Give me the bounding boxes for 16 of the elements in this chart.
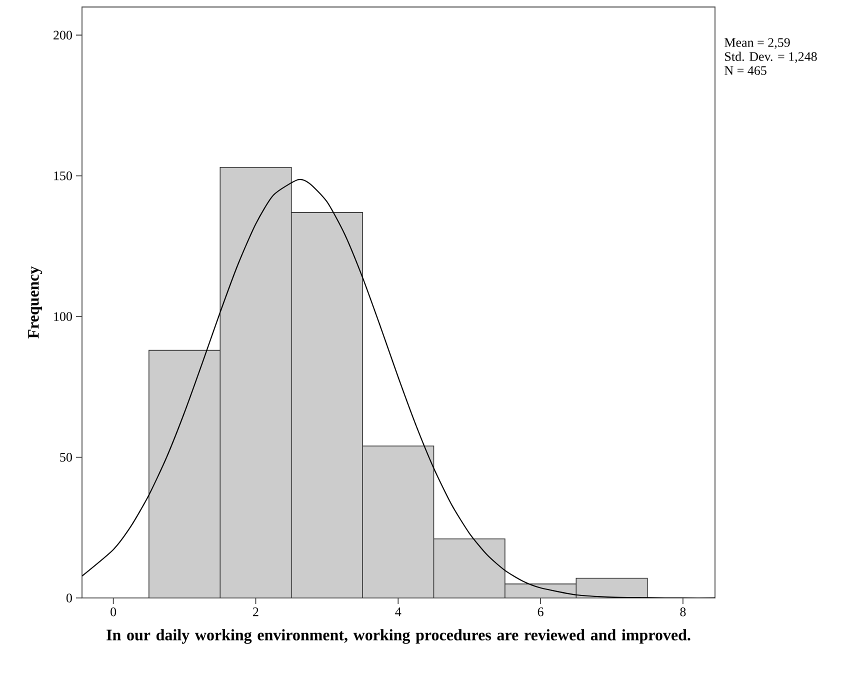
x-tick-label: 8 [680,608,686,616]
x-tick-label: 6 [538,608,544,616]
x-tick-label: 0 [110,608,116,616]
y-tick-label: 100 [54,312,72,321]
y-axis-title: Frequency [28,266,42,339]
x-axis-title: In our daily working environment, working procedures are reviewed and improved. [106,629,690,644]
text: Std. Dev. = 1,248 [725,52,817,63]
text: Mean = 2,59 [724,38,790,49]
line-series [82,178,715,598]
x-tick-label: 4 [395,608,402,616]
x-tick-label: 2 [253,608,258,616]
y-tick-label: 200 [54,30,72,40]
text: N = 465 [724,66,766,75]
y-tick-label: 150 [54,171,72,180]
y-tick-label: 50 [60,452,72,462]
y-tick-label: 0 [66,594,72,602]
